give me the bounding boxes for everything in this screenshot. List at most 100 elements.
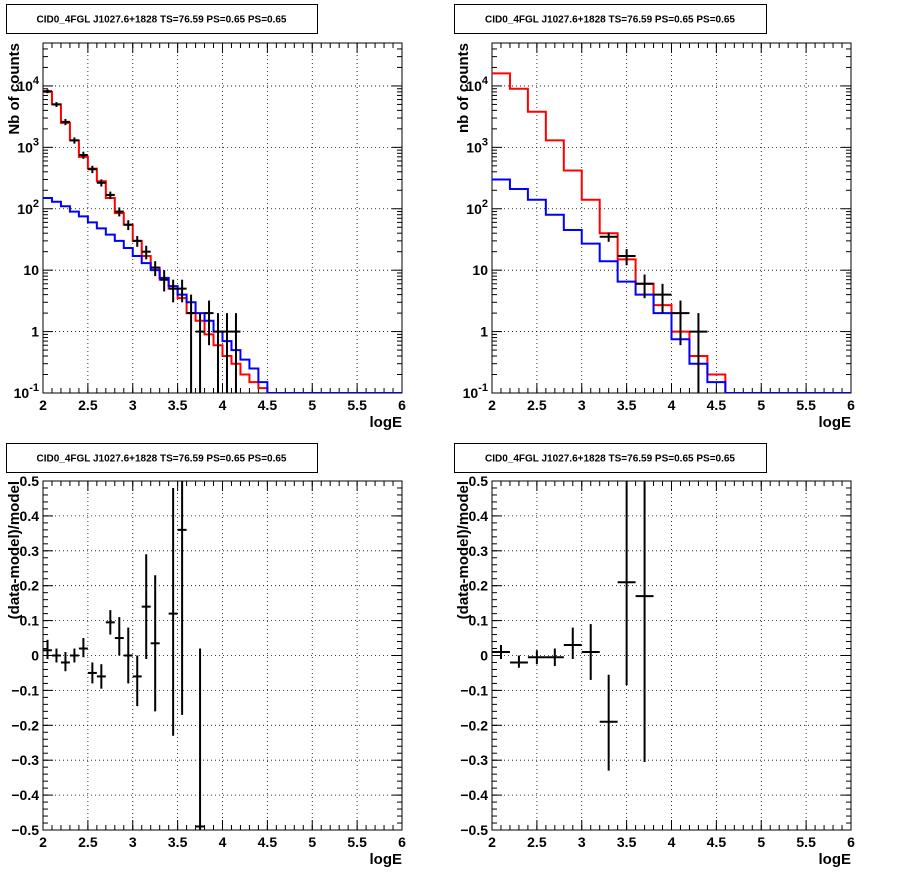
data-point	[204, 300, 214, 346]
data-point	[96, 664, 106, 689]
data-point	[581, 624, 600, 680]
x-tick-label: 6	[398, 397, 406, 413]
x-tick-label: 4.5	[707, 397, 727, 413]
data-point	[635, 274, 654, 299]
data-point	[527, 650, 546, 665]
y-tick-label: 0.5	[469, 473, 489, 489]
x-tick-label: 5	[757, 397, 765, 413]
y-tick-label: 0.2	[20, 578, 40, 594]
y-tick-label: 0.1	[20, 613, 40, 629]
data-point	[150, 261, 160, 277]
data-point	[195, 648, 205, 830]
y-tick-label: −0.2	[460, 717, 488, 733]
x-tick-label: 2.5	[527, 397, 547, 413]
data-point	[545, 648, 564, 666]
data-point	[114, 207, 124, 217]
y-tick-label: −0.1	[460, 682, 488, 698]
x-tick-label: 3.5	[617, 397, 637, 413]
data-point	[653, 283, 672, 314]
data-point	[141, 554, 151, 659]
data-point	[114, 617, 124, 656]
data-point	[78, 638, 88, 658]
data-point	[159, 270, 169, 292]
x-tick-label: 2.5	[78, 834, 98, 850]
x-tick-label: 5.5	[347, 397, 367, 413]
y-tick-label: 0.4	[20, 508, 40, 524]
data-point	[599, 232, 618, 242]
x-tick-label: 4.5	[707, 834, 727, 850]
x-tick-label: 3	[129, 397, 137, 413]
data-point	[195, 313, 205, 393]
data-layer	[43, 89, 402, 393]
x-tick-label: 4	[668, 834, 676, 850]
x-tick-label: 3.5	[168, 397, 188, 413]
data-point	[617, 481, 636, 686]
y-tick-label: 10-1	[463, 382, 488, 401]
grid	[43, 481, 402, 830]
data-point	[222, 313, 232, 393]
data-point	[96, 179, 106, 187]
x-tick-label: 2	[39, 397, 47, 413]
data-point	[60, 652, 70, 672]
y-tick-label: 10	[472, 262, 488, 278]
data-point	[231, 313, 241, 393]
data-point	[69, 137, 79, 144]
y-tick-label: 0	[480, 648, 488, 664]
x-tick-label: 3	[129, 834, 137, 850]
chart-panel-1: CID0_4FGL J1027.6+1828 TS=76.59 PS=0.65 …	[6, 4, 406, 431]
data-point	[599, 674, 618, 771]
x-tick-label: 3.5	[168, 834, 188, 850]
y-tick-label: 0.5	[20, 473, 40, 489]
x-tick-label: 3	[578, 834, 586, 850]
data-point	[132, 236, 142, 247]
data-point	[509, 655, 528, 668]
y-tick-label: 1	[31, 324, 39, 340]
x-tick-label: 3.5	[617, 834, 637, 850]
data-point	[51, 648, 61, 663]
data-point	[186, 294, 196, 393]
chart-panel-3: CID0_4FGL J1027.6+1828 TS=76.59 PS=0.65 …	[6, 443, 406, 868]
x-tick-label: 6	[398, 834, 406, 850]
data-point	[492, 645, 510, 659]
y-axis-title: (data-model)/model	[6, 481, 23, 619]
y-tick-label: −0.4	[11, 787, 39, 803]
y-axis-title: (data-model)/model	[455, 481, 472, 619]
data-point	[123, 627, 133, 684]
data-layer	[492, 72, 851, 393]
y-axis-title: nb of counts	[455, 43, 472, 133]
y-tick-label: 104	[17, 75, 40, 94]
data-point	[43, 89, 52, 94]
x-tick-label: 6	[847, 397, 855, 413]
data-point	[132, 655, 142, 707]
x-tick-label: 3	[578, 397, 586, 413]
data-point	[635, 481, 654, 762]
data-point	[69, 648, 79, 663]
chart-title-box	[454, 4, 767, 34]
x-axis-title: logE	[370, 414, 403, 431]
chart-title-box	[454, 443, 767, 473]
y-tick-label: −0.4	[460, 787, 488, 803]
y-tick-label: 0.3	[469, 543, 489, 559]
x-tick-label: 2.5	[527, 834, 547, 850]
y-tick-label: 0.2	[469, 578, 489, 594]
grid	[492, 481, 851, 830]
model-total-histogram	[492, 72, 851, 393]
x-tick-label: 5.5	[796, 834, 816, 850]
x-tick-label: 2	[39, 834, 47, 850]
x-tick-label: 4	[668, 397, 676, 413]
data-point	[51, 102, 61, 107]
x-tick-label: 4	[219, 834, 227, 850]
data-point	[60, 118, 70, 126]
y-tick-label: 104	[466, 75, 489, 94]
x-axis-title: logE	[819, 851, 852, 868]
chart-title-box	[6, 443, 318, 473]
chart-title: CID0_4FGL J1027.6+1828 TS=76.59 PS=0.65 …	[37, 454, 287, 465]
x-tick-label: 6	[847, 834, 855, 850]
data-point	[105, 191, 115, 199]
data-layer	[492, 481, 654, 771]
y-tick-label: 103	[17, 136, 39, 155]
y-tick-label: 102	[17, 198, 39, 217]
data-point	[43, 639, 52, 659]
data-point	[105, 610, 115, 635]
